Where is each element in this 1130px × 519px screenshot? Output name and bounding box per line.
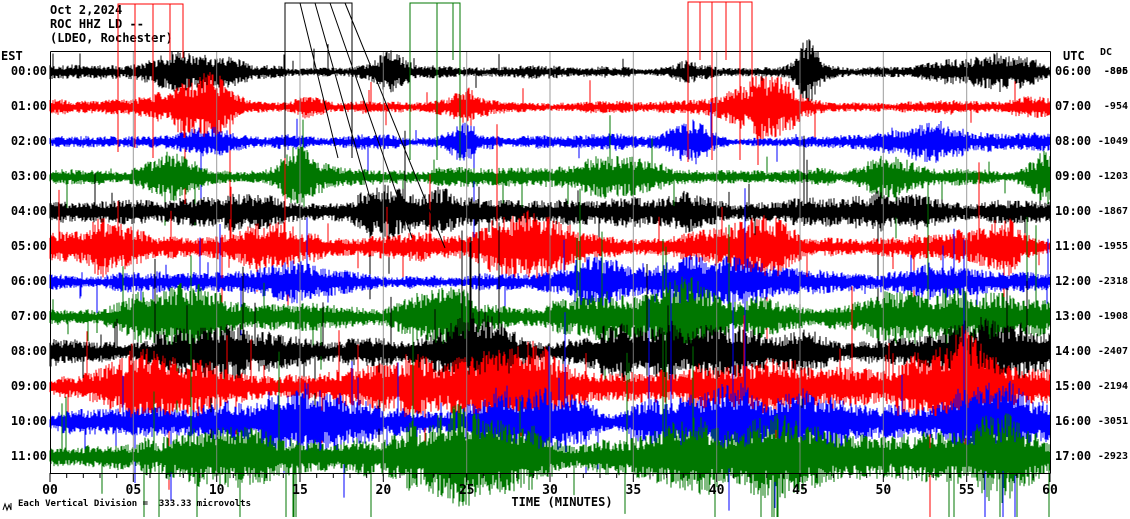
x-tick-label: 55	[958, 483, 975, 498]
dc-value: -3051	[1097, 416, 1128, 427]
x-tick-label: 40	[708, 483, 725, 498]
grid-layer	[132, 51, 968, 473]
utc-time-label: 16:00	[1055, 414, 1092, 428]
x-tick-label: 35	[625, 483, 642, 498]
scale-note: Each Vertical Division = 333.33 microvol…	[18, 499, 251, 509]
clip-indicator	[284, 2, 446, 249]
x-tick-label: 60	[1042, 483, 1058, 498]
est-time-label: 01:00	[10, 99, 47, 113]
clipped-peak-indicators	[117, 1, 759, 249]
est-time-label: 04:00	[10, 204, 47, 218]
trace-layer	[49, 9, 1051, 517]
utc-time-label: 13:00	[1055, 309, 1092, 323]
clip-indicator	[687, 1, 759, 165]
utc-time-label: 17:00	[1055, 449, 1092, 463]
x-axis-title: TIME (MINUTES)	[511, 495, 613, 509]
x-tick-label: 20	[375, 483, 392, 498]
utc-axis-header: UTC	[1063, 49, 1085, 63]
x-tick-label: 15	[292, 483, 308, 498]
est-time-label: 03:00	[10, 169, 47, 183]
dc-axis-header: DC	[1100, 47, 1113, 58]
dc-value: -954	[1103, 101, 1128, 112]
dc-value: -1203	[1097, 171, 1128, 182]
network-label: (LDEO, Rochester)	[50, 31, 173, 45]
utc-time-label: 06:00	[1055, 64, 1092, 78]
dc-value: -806	[1103, 66, 1128, 77]
est-time-label: 00:00	[10, 64, 47, 78]
dc-value: -1955	[1097, 241, 1128, 252]
x-tick-label: 30	[542, 483, 558, 498]
scale-mark-icon	[2, 502, 12, 512]
est-time-label: 10:00	[10, 414, 47, 428]
est-time-label: 09:00	[10, 379, 47, 393]
utc-time-label: 07:00	[1055, 99, 1092, 113]
utc-time-label: 12:00	[1055, 274, 1092, 288]
dc-value: -2923	[1097, 451, 1128, 462]
x-tick-label: 50	[875, 483, 892, 498]
axis-ticks	[49, 473, 1051, 482]
dc-value: -1049	[1097, 136, 1128, 147]
est-time-label: 05:00	[10, 239, 47, 253]
station-label: ROC HHZ LD --	[50, 17, 144, 31]
dc-value: -2318	[1097, 276, 1128, 287]
x-tick-label: 00	[42, 483, 58, 498]
est-time-label: 11:00	[10, 449, 47, 463]
clip-indicator	[117, 3, 184, 158]
est-time-label: 06:00	[10, 274, 47, 288]
utc-time-label: 11:00	[1055, 239, 1092, 253]
utc-time-label: 08:00	[1055, 134, 1092, 148]
x-tick-label: 25	[458, 483, 475, 498]
date-label: Oct 2,2024	[50, 3, 123, 17]
utc-time-label: 15:00	[1055, 379, 1092, 393]
dc-value: -2407	[1097, 346, 1128, 357]
utc-time-label: 14:00	[1055, 344, 1092, 358]
est-axis-header: EST	[1, 49, 23, 63]
x-tick-label: 45	[792, 483, 808, 498]
est-time-label: 02:00	[10, 134, 47, 148]
x-tick-label: 10	[208, 483, 225, 498]
utc-time-label: 09:00	[1055, 169, 1092, 183]
clip-indicator	[409, 2, 461, 160]
est-time-label: 08:00	[10, 344, 47, 358]
est-time-label: 07:00	[10, 309, 47, 323]
x-tick-label: 05	[125, 483, 142, 498]
dc-value-overlay: -895	[1103, 66, 1128, 77]
dc-value: -1867	[1097, 206, 1128, 217]
dc-value: -1908	[1097, 311, 1128, 322]
dc-value: -2194	[1097, 381, 1128, 392]
utc-time-label: 10:00	[1055, 204, 1092, 218]
